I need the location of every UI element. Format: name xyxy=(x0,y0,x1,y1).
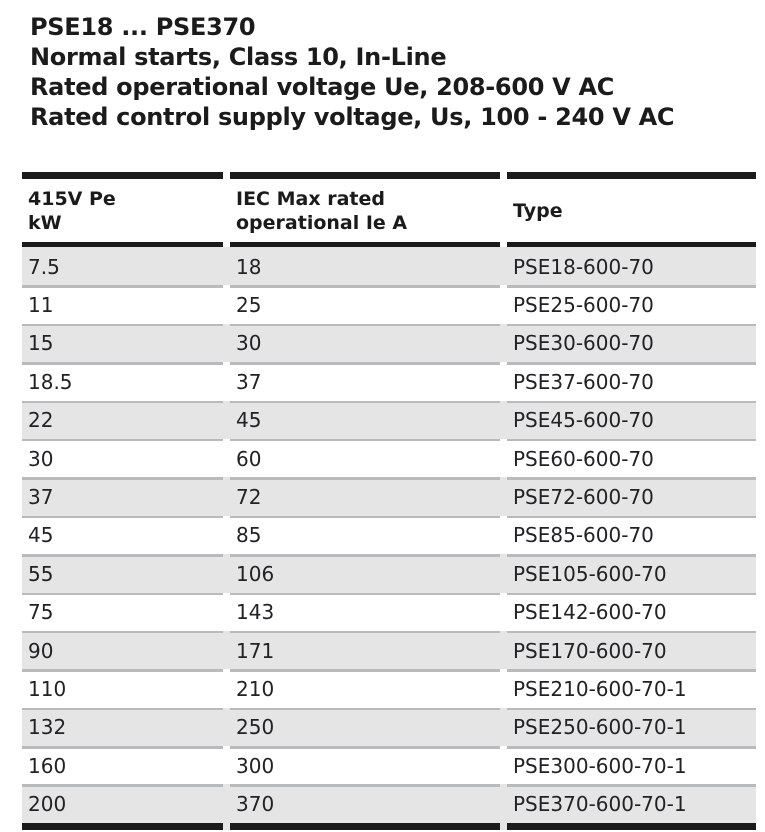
table-row: 55 106 PSE105-600-70 xyxy=(22,554,756,593)
table-row: 110 210 PSE210-600-70-1 xyxy=(22,669,756,708)
header-type: Type xyxy=(507,172,756,247)
cell-ie: 300 xyxy=(230,746,507,785)
cell-type: PSE60-600-70 xyxy=(507,438,756,478)
table-row: 132 250 PSE250-600-70-1 xyxy=(22,707,756,747)
cell-type: PSE85-600-70 xyxy=(507,515,756,555)
cell-ie: 210 xyxy=(230,669,507,708)
cell-type: PSE300-600-70-1 xyxy=(507,746,756,785)
cell-type: PSE37-600-70 xyxy=(507,362,756,401)
cell-kw: 160 xyxy=(22,746,230,785)
table-header-row: 415V Pe kW IEC Max rated operational Ie … xyxy=(22,172,756,247)
cell-kw: 30 xyxy=(22,438,230,478)
cell-type: PSE25-600-70 xyxy=(507,285,756,324)
cell-type: PSE105-600-70 xyxy=(507,554,756,593)
cell-kw: 55 xyxy=(22,554,230,593)
title-operational-voltage-line: Rated operational voltage Ue, 208-600 V … xyxy=(30,73,615,101)
cell-ie: 37 xyxy=(230,362,507,401)
table-row: 45 85 PSE85-600-70 xyxy=(22,515,756,555)
cell-ie: 171 xyxy=(230,630,507,670)
title-starts-class-line: Normal starts, Class 10, In-Line xyxy=(30,43,447,71)
table-row: 200 370 PSE370-600-70-1 xyxy=(22,784,756,831)
cell-kw: 75 xyxy=(22,592,230,631)
cell-type: PSE170-600-70 xyxy=(507,630,756,670)
header-power-kw: 415V Pe kW xyxy=(22,172,230,247)
table-row: 37 72 PSE72-600-70 xyxy=(22,477,756,516)
cell-type: PSE210-600-70-1 xyxy=(507,669,756,708)
title-control-voltage-line: Rated control supply voltage, Us, 100 - … xyxy=(30,103,675,131)
cell-kw: 110 xyxy=(22,669,230,708)
cell-kw: 90 xyxy=(22,630,230,670)
cell-kw: 22 xyxy=(22,400,230,439)
cell-ie: 106 xyxy=(230,554,507,593)
table-row: 22 45 PSE45-600-70 xyxy=(22,400,756,439)
cell-kw: 37 xyxy=(22,477,230,516)
table-row: 75 143 PSE142-600-70 xyxy=(22,592,756,631)
cell-type: PSE370-600-70-1 xyxy=(507,784,756,831)
cell-ie: 250 xyxy=(230,707,507,747)
table-row: 11 25 PSE25-600-70 xyxy=(22,285,756,324)
cell-ie: 85 xyxy=(230,515,507,555)
table-row: 30 60 PSE60-600-70 xyxy=(22,438,756,478)
table-row: 160 300 PSE300-600-70-1 xyxy=(22,746,756,785)
cell-kw: 45 xyxy=(22,515,230,555)
cell-ie: 30 xyxy=(230,323,507,363)
cell-kw: 11 xyxy=(22,285,230,324)
table-row: 7.5 18 PSE18-600-70 xyxy=(22,247,756,286)
table-row: 90 171 PSE170-600-70 xyxy=(22,630,756,670)
cell-kw: 7.5 xyxy=(22,247,230,286)
table-row: 18.5 37 PSE37-600-70 xyxy=(22,362,756,401)
cell-kw: 132 xyxy=(22,707,230,747)
cell-ie: 60 xyxy=(230,438,507,478)
cell-ie: 72 xyxy=(230,477,507,516)
cell-type: PSE30-600-70 xyxy=(507,323,756,363)
cell-ie: 45 xyxy=(230,400,507,439)
cell-ie: 370 xyxy=(230,784,507,831)
cell-type: PSE250-600-70-1 xyxy=(507,707,756,747)
cell-kw: 18.5 xyxy=(22,362,230,401)
cell-ie: 25 xyxy=(230,285,507,324)
header-rated-current: IEC Max rated operational Ie A xyxy=(230,172,507,247)
cell-kw: 200 xyxy=(22,784,230,831)
cell-ie: 143 xyxy=(230,592,507,631)
cell-type: PSE142-600-70 xyxy=(507,592,756,631)
cell-type: PSE18-600-70 xyxy=(507,247,756,286)
product-range-title: PSE18 ... PSE370 Normal starts, Class 10… xyxy=(30,12,757,132)
title-range-line: PSE18 ... PSE370 xyxy=(30,13,256,41)
table-row: 15 30 PSE30-600-70 xyxy=(22,323,756,363)
selection-table: 415V Pe kW IEC Max rated operational Ie … xyxy=(22,172,756,831)
cell-ie: 18 xyxy=(230,247,507,286)
cell-type: PSE45-600-70 xyxy=(507,400,756,439)
cell-kw: 15 xyxy=(22,323,230,363)
cell-type: PSE72-600-70 xyxy=(507,477,756,516)
